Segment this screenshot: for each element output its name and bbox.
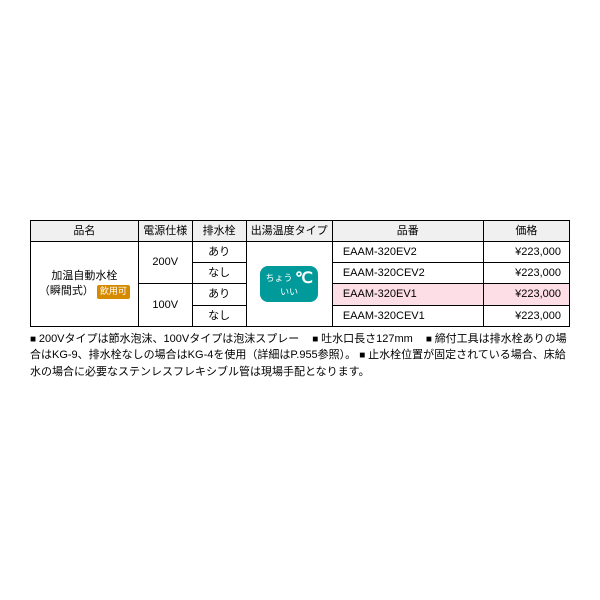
product-name-line2-wrap: （瞬間式） 飲用可 — [35, 283, 134, 299]
price: ¥223,000 — [483, 241, 569, 262]
notes-block: ■ 200Vタイプは節水泡沫、100Vタイプは泡沫スプレー ■ 吐水口長さ127… — [30, 331, 570, 381]
bullet-icon: ■ — [359, 350, 368, 361]
content-wrap: 品名 電源仕様 排水栓 出湯温度タイプ 品番 価格 加温自動水栓 （瞬間式） 飲… — [30, 220, 570, 381]
temp-badge-icon: ちょう ℃ いい — [260, 266, 318, 301]
temp-badge-c: ℃ — [295, 270, 313, 287]
product-name-line2: （瞬間式） — [39, 285, 94, 297]
table-header-row: 品名 電源仕様 排水栓 出湯温度タイプ 品番 価格 — [31, 220, 570, 241]
part-number: EAAM-320EV2 — [332, 241, 483, 262]
note-1: 200Vタイプは節水泡沫、100Vタイプは泡沫スプレー — [39, 333, 299, 345]
product-table: 品名 電源仕様 排水栓 出湯温度タイプ 品番 価格 加温自動水栓 （瞬間式） 飲… — [30, 220, 570, 327]
part-number: EAAM-320CEV2 — [332, 263, 483, 284]
drinkable-badge: 飲用可 — [97, 285, 130, 299]
price: ¥223,000 — [483, 305, 569, 326]
power-100v: 100V — [138, 284, 192, 327]
bullet-icon: ■ — [30, 334, 39, 345]
drain-nashi: なし — [192, 305, 246, 326]
temp-badge-line1: ちょう — [265, 273, 292, 283]
header-price: 価格 — [483, 220, 569, 241]
header-drain: 排水栓 — [192, 220, 246, 241]
temp-cell: ちょう ℃ いい — [246, 241, 332, 326]
product-name-line1: 加温自動水栓 — [35, 269, 134, 283]
header-power: 電源仕様 — [138, 220, 192, 241]
header-temp: 出湯温度タイプ — [246, 220, 332, 241]
power-200v: 200V — [138, 241, 192, 284]
drain-ari: あり — [192, 284, 246, 305]
part-number-highlighted: EAAM-320EV1 — [332, 284, 483, 305]
bullet-icon: ■ — [302, 334, 321, 345]
price-highlighted: ¥223,000 — [483, 284, 569, 305]
temp-badge-line2: いい — [280, 287, 298, 297]
drain-nashi: なし — [192, 263, 246, 284]
price: ¥223,000 — [483, 263, 569, 284]
header-name: 品名 — [31, 220, 139, 241]
name-cell: 加温自動水栓 （瞬間式） 飲用可 — [31, 241, 139, 326]
part-number: EAAM-320CEV1 — [332, 305, 483, 326]
drain-ari: あり — [192, 241, 246, 262]
bullet-icon: ■ — [416, 334, 435, 345]
note-2: 吐水口長さ127mm — [321, 333, 413, 345]
header-part: 品番 — [332, 220, 483, 241]
table-row: 加温自動水栓 （瞬間式） 飲用可 200V あり ちょう ℃ いい EAAM-3… — [31, 241, 570, 262]
